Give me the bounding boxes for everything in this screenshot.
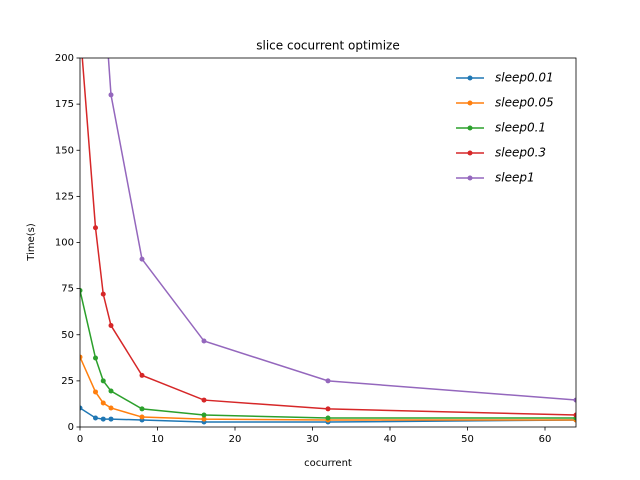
legend-label: sleep0.3	[495, 146, 546, 160]
point	[108, 388, 114, 394]
point	[573, 412, 576, 418]
legend-marker	[467, 75, 473, 81]
legend-marker	[467, 175, 473, 181]
legend-label: sleep0.01	[495, 71, 554, 85]
legend-label: sleep1	[495, 171, 535, 185]
y-tick-label: 125	[55, 191, 74, 202]
x-tick-label: 30	[306, 434, 319, 445]
x-tick-label: 20	[229, 434, 242, 445]
point	[108, 416, 114, 422]
y-tick-label: 75	[61, 284, 74, 295]
point	[93, 225, 98, 231]
series-line	[107, 58, 576, 401]
series-line	[80, 290, 576, 419]
point	[139, 414, 145, 420]
y-tick-label: 150	[55, 145, 74, 156]
point	[325, 378, 331, 384]
x-tick-label: 10	[151, 434, 164, 445]
point	[201, 412, 207, 418]
y-tick-label: 175	[55, 99, 74, 110]
y-axis-label: Time(s)	[26, 223, 37, 262]
point	[325, 406, 331, 412]
point	[80, 287, 83, 293]
point	[93, 415, 98, 421]
point	[80, 354, 83, 360]
x-tick-label: 50	[461, 434, 474, 445]
point	[108, 405, 114, 411]
legend-marker	[467, 125, 473, 131]
chart-title: slice cocurrent optimize	[256, 39, 399, 53]
x-tick-label: 60	[539, 434, 552, 445]
point	[573, 397, 576, 403]
y-tick-label: 25	[61, 376, 74, 387]
point	[201, 397, 207, 403]
series-line	[81, 58, 576, 416]
point	[108, 323, 114, 329]
point	[108, 92, 114, 98]
point	[100, 291, 106, 297]
x-axis-label: cocurrent	[304, 458, 352, 469]
legend-label: sleep0.05	[495, 96, 554, 110]
legend-marker	[467, 150, 473, 156]
point	[201, 416, 207, 422]
y-tick-label: 50	[61, 330, 74, 341]
point	[325, 415, 331, 421]
point	[80, 405, 83, 411]
point	[100, 400, 106, 406]
point	[93, 389, 98, 395]
x-tick-label: 40	[384, 434, 397, 445]
point	[139, 406, 145, 412]
legend-label: sleep0.1	[495, 121, 546, 135]
legend-marker	[467, 100, 473, 106]
point	[100, 378, 106, 384]
point	[93, 355, 98, 361]
point	[100, 416, 106, 422]
point	[139, 256, 145, 262]
point	[201, 338, 207, 344]
x-tick-label: 0	[77, 434, 83, 445]
y-tick-label: 100	[55, 238, 74, 249]
plot-area	[80, 58, 576, 425]
y-tick-label: 0	[68, 422, 74, 433]
y-tick-label: 200	[55, 53, 74, 64]
point	[139, 372, 145, 378]
